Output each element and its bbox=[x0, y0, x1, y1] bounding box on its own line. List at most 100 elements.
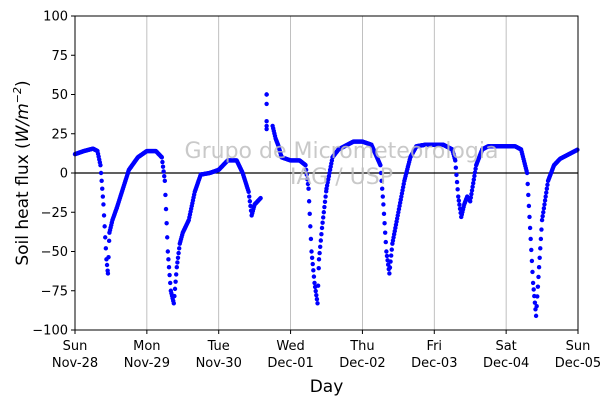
data-point bbox=[539, 227, 544, 232]
data-point bbox=[470, 184, 475, 190]
data-point bbox=[532, 300, 538, 305]
data-point bbox=[173, 279, 178, 284]
data-point bbox=[457, 202, 462, 207]
data-point bbox=[102, 224, 107, 229]
data-point bbox=[168, 280, 173, 286]
data-point bbox=[318, 244, 323, 249]
data-point bbox=[98, 170, 104, 176]
data-point bbox=[309, 255, 315, 260]
data-point bbox=[473, 166, 478, 171]
data-point bbox=[165, 249, 171, 254]
data-point bbox=[544, 186, 550, 191]
y-tick-label: −75 bbox=[41, 284, 68, 299]
x-tick-label-date: Dec-01 bbox=[267, 356, 313, 371]
data-point bbox=[246, 189, 251, 195]
data-point bbox=[468, 199, 473, 204]
y-axis-ticks: −100 −75 −50 −25 0 25 50 75 100 bbox=[32, 10, 75, 339]
data-point bbox=[535, 284, 541, 289]
data-point bbox=[264, 92, 269, 97]
x-tick-label-day: Sat bbox=[495, 339, 516, 354]
data-point bbox=[316, 257, 322, 262]
data-point bbox=[527, 225, 533, 231]
data-point bbox=[538, 236, 544, 242]
x-tick-label-date: Dec-03 bbox=[411, 356, 457, 371]
data-point bbox=[472, 173, 477, 179]
data-point bbox=[162, 178, 168, 184]
data-point bbox=[247, 199, 253, 204]
watermark-line-1: Grupo de Micrometeorologia bbox=[185, 139, 499, 164]
data-point bbox=[387, 265, 393, 270]
data-point bbox=[379, 178, 384, 184]
x-tick-label-day: Thu bbox=[349, 339, 374, 354]
data-point bbox=[306, 199, 312, 204]
data-point bbox=[322, 204, 327, 210]
data-point bbox=[308, 236, 314, 242]
y-tick-label: 25 bbox=[51, 127, 68, 142]
data-point bbox=[176, 250, 181, 256]
x-tick-label-day: Mon bbox=[133, 339, 160, 354]
data-point bbox=[309, 249, 314, 254]
data-point bbox=[317, 250, 322, 256]
y-tick-label: −25 bbox=[41, 206, 68, 221]
data-point bbox=[316, 265, 321, 271]
data-point bbox=[542, 198, 548, 203]
data-point bbox=[159, 155, 165, 160]
data-point bbox=[303, 167, 309, 173]
data-point bbox=[308, 224, 313, 229]
data-point bbox=[258, 195, 263, 201]
data-point bbox=[575, 147, 580, 152]
y-axis-label-suffix: ) bbox=[13, 80, 33, 87]
data-point bbox=[471, 177, 477, 182]
x-axis-ticks: Sun Nov-28 Mon Nov-29 Tue Nov-30 Wed Dec-01 Thu D… bbox=[52, 330, 601, 371]
data-point bbox=[164, 221, 169, 226]
x-tick-label-date: Nov-30 bbox=[196, 356, 242, 371]
x-tick-label-day: Wed bbox=[276, 339, 304, 354]
data-point bbox=[530, 280, 536, 286]
data-point bbox=[106, 238, 112, 244]
data-point bbox=[472, 170, 478, 175]
data-point bbox=[524, 170, 530, 176]
data-point bbox=[264, 101, 269, 107]
data-point bbox=[321, 215, 326, 220]
data-point bbox=[536, 265, 542, 270]
watermark: Grupo de Micrometeorologia IAG / USP bbox=[185, 139, 499, 190]
data-point bbox=[305, 181, 311, 187]
data-point bbox=[538, 246, 543, 251]
data-point bbox=[388, 253, 394, 258]
data-point bbox=[542, 202, 547, 207]
data-point bbox=[167, 272, 172, 278]
data-point bbox=[389, 247, 394, 252]
data-point bbox=[98, 162, 103, 168]
data-point bbox=[101, 213, 107, 218]
y-tick-label: 50 bbox=[51, 88, 68, 103]
data-point bbox=[314, 292, 319, 298]
data-point bbox=[384, 249, 389, 254]
data-point bbox=[383, 239, 388, 245]
data-point bbox=[378, 162, 383, 168]
data-point bbox=[160, 159, 165, 165]
data-point bbox=[166, 265, 172, 270]
data-point bbox=[536, 274, 541, 280]
data-point bbox=[313, 288, 318, 294]
watermark-line-2: IAG / USP bbox=[290, 165, 393, 190]
data-point bbox=[166, 257, 171, 262]
data-point bbox=[160, 164, 166, 169]
data-point bbox=[315, 283, 321, 288]
x-tick-label-date: Dec-05 bbox=[555, 356, 601, 371]
data-point bbox=[305, 177, 310, 182]
data-point bbox=[323, 194, 328, 199]
data-point bbox=[388, 259, 393, 264]
data-point bbox=[537, 255, 542, 260]
data-point bbox=[264, 123, 269, 129]
data-point bbox=[248, 203, 253, 209]
data-point bbox=[163, 192, 168, 198]
data-point bbox=[162, 173, 167, 179]
x-tick-label-date: Dec-04 bbox=[483, 356, 529, 371]
data-points bbox=[72, 92, 580, 319]
data-point bbox=[320, 220, 325, 225]
data-point bbox=[174, 272, 179, 277]
data-point bbox=[99, 178, 104, 184]
data-point bbox=[312, 280, 317, 286]
y-axis-label-prefix: Soil heat flux ( bbox=[13, 142, 33, 265]
